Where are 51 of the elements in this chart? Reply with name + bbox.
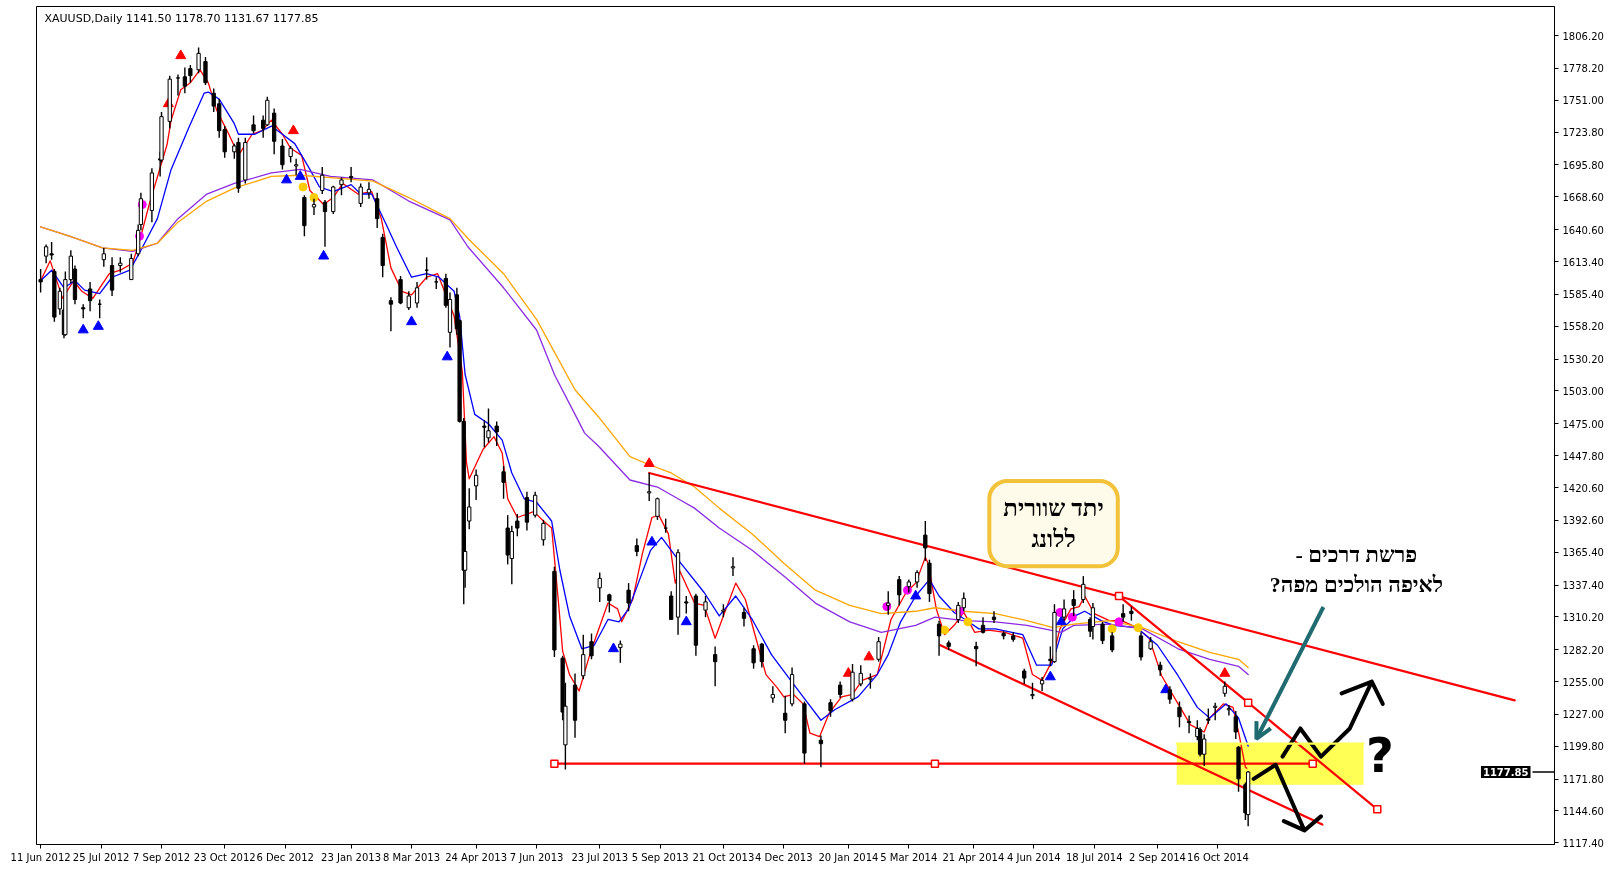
y-tick-label: 1475.00 [1562, 418, 1604, 430]
y-tick-label: 1365.40 [1562, 547, 1604, 559]
x-tick-label: 8 Mar 2013 [383, 851, 441, 863]
x-tick-label: 2 Sep 2014 [1128, 851, 1187, 863]
y-tick-label: 1806.20 [1562, 30, 1604, 42]
y-tick-label: 1778.20 [1562, 63, 1604, 75]
y-tick-label: 1392.60 [1562, 515, 1604, 527]
y-tick-label: 1558.20 [1562, 321, 1604, 333]
annotation: ? [1366, 726, 1394, 783]
ref-line-label: 1177.85 [1482, 767, 1529, 779]
y-tick-label: 1530.20 [1562, 354, 1604, 366]
annotation: יתד שוורית ללונג [1003, 494, 1104, 553]
x-tick-label: 16 Oct 2014 [1187, 851, 1249, 863]
y-tick-label: 1751.00 [1562, 95, 1604, 107]
y-tick-label: 1144.60 [1562, 805, 1604, 817]
y-tick-label: 1255.00 [1562, 676, 1604, 688]
y-tick-label: 1695.80 [1562, 159, 1604, 171]
y-tick-label: 1199.80 [1562, 741, 1604, 753]
x-tick-label: 7 Jun 2013 [509, 851, 564, 863]
y-tick-label: 1585.40 [1562, 289, 1604, 301]
y-tick-label: 1337.40 [1562, 580, 1604, 592]
x-tick-label: 6 Dec 2012 [256, 851, 314, 863]
y-tick-label: 1227.00 [1562, 709, 1604, 721]
x-tick-label: 5 Mar 2014 [880, 851, 938, 863]
y-tick-label: 1613.40 [1562, 256, 1604, 268]
x-tick-label: 7 Sep 2012 [133, 851, 191, 863]
text: XAUUSD,Daily 1141.50 1178.70 1131.67 1177.85 [44, 11, 319, 25]
x-tick-label: 21 Oct 2013 [692, 851, 755, 863]
x-tick-label: 4 Jun 2014 [1006, 851, 1061, 863]
y-tick-label: 1640.60 [1562, 224, 1604, 236]
x-tick-label: 18 Jul 2014 [1065, 851, 1123, 863]
x-tick-label: 21 Apr 2014 [942, 851, 1005, 863]
x-tick-label: 20 Jan 2014 [818, 851, 879, 863]
x-tick-label: 23 Jan 2013 [321, 851, 382, 863]
x-tick-label: 24 Apr 2013 [445, 851, 508, 863]
x-tick-label: 25 Jul 2012 [72, 851, 130, 863]
y-tick-label: 1171.80 [1562, 774, 1604, 786]
y-tick-label: 1447.80 [1562, 450, 1604, 462]
y-tick-label: 1282.20 [1562, 644, 1604, 656]
x-tick-label: 5 Sep 2013 [631, 851, 689, 863]
x-tick-label: 23 Oct 2012 [193, 851, 256, 863]
x-tick-label: 4 Dec 2013 [755, 851, 813, 863]
y-tick-label: 1310.20 [1562, 611, 1604, 623]
annotation: פרשת דרכים - לאיפה הולכים מפה? [1269, 541, 1444, 597]
y-tick-label: 1668.60 [1562, 191, 1604, 203]
x-tick-label: 11 Jun 2012 [10, 851, 71, 863]
y-tick-label: 1117.40 [1562, 837, 1604, 849]
x-tick-label: 23 Jul 2013 [571, 851, 629, 863]
y-tick-label: 1503.00 [1562, 385, 1604, 397]
y-tick-label: 1420.60 [1562, 482, 1604, 494]
y-tick-label: 1723.80 [1562, 127, 1604, 139]
